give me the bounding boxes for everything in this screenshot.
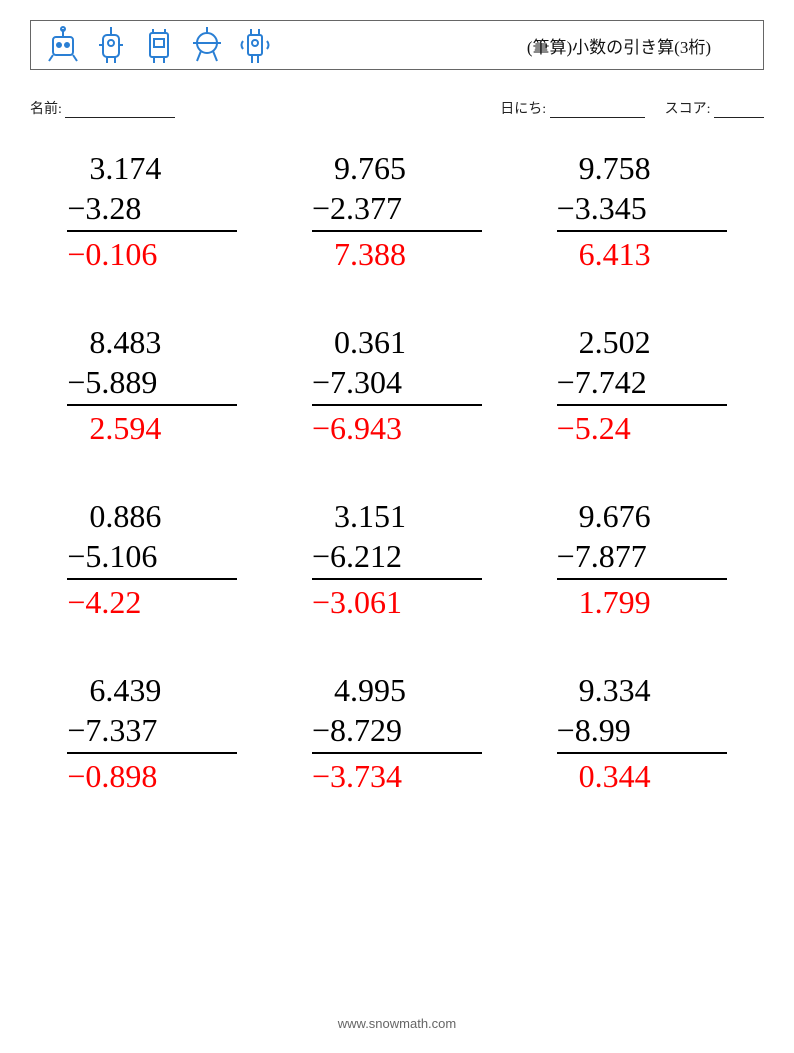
answer: −4.22 <box>67 580 237 622</box>
subtrahend: −6.212 <box>312 536 482 580</box>
answer: 1.799 <box>557 580 727 622</box>
answer: 2.594 <box>67 406 237 448</box>
footer-text: www.snowmath.com <box>0 1016 794 1031</box>
score-label: スコア: <box>665 102 711 117</box>
name-blank <box>65 103 175 118</box>
problem: 3.174−3.28−0.106 <box>67 148 237 274</box>
subtrahend: −3.345 <box>557 188 727 232</box>
subtrahend: −8.729 <box>312 710 482 754</box>
subtrahend: −3.28 <box>67 188 237 232</box>
minuend: 2.502 <box>557 322 727 362</box>
worksheet-page: (筆算)小数の引き算(3桁) 名前: 日にち: スコア: 3.174−3.28−… <box>0 0 794 1053</box>
problem: 8.483−5.8892.594 <box>67 322 237 448</box>
problem: 9.676−7.8771.799 <box>557 496 727 622</box>
answer: −0.898 <box>67 754 237 796</box>
subtrahend: −7.304 <box>312 362 482 406</box>
robot-icon <box>235 25 275 65</box>
subtrahend: −8.99 <box>557 710 727 754</box>
date-blank <box>550 103 645 118</box>
minuend: 3.151 <box>312 496 482 536</box>
header-bar: (筆算)小数の引き算(3桁) <box>30 20 764 70</box>
problem: 2.502−7.742−5.24 <box>557 322 727 448</box>
minuend: 0.886 <box>67 496 237 536</box>
minuend: 3.174 <box>67 148 237 188</box>
answer: 0.344 <box>557 754 727 796</box>
robot-icon <box>43 25 83 65</box>
name-label: 名前: <box>30 102 62 117</box>
date-field: 日にち: <box>500 98 644 118</box>
answer: −5.24 <box>557 406 727 448</box>
minuend: 4.995 <box>312 670 482 710</box>
answer: −3.734 <box>312 754 482 796</box>
robot-icon <box>139 25 179 65</box>
problems-grid: 3.174−3.28−0.1069.765−2.3777.3889.758−3.… <box>30 148 764 796</box>
subtrahend: −5.889 <box>67 362 237 406</box>
answer: −0.106 <box>67 232 237 274</box>
subtrahend: −7.742 <box>557 362 727 406</box>
score-blank <box>714 103 764 118</box>
worksheet-title: (筆算)小数の引き算(3桁) <box>527 33 751 58</box>
problem: 0.886−5.106−4.22 <box>67 496 237 622</box>
date-label: 日にち: <box>500 102 546 117</box>
minuend: 6.439 <box>67 670 237 710</box>
answer: −3.061 <box>312 580 482 622</box>
minuend: 9.334 <box>557 670 727 710</box>
problem: 4.995−8.729−3.734 <box>312 670 482 796</box>
minuend: 0.361 <box>312 322 482 362</box>
minuend: 8.483 <box>67 322 237 362</box>
subtrahend: −2.377 <box>312 188 482 232</box>
problem: 9.765−2.3777.388 <box>312 148 482 274</box>
robot-icon <box>187 25 227 65</box>
minuend: 9.765 <box>312 148 482 188</box>
minuend: 9.676 <box>557 496 727 536</box>
answer: 7.388 <box>312 232 482 274</box>
subtrahend: −5.106 <box>67 536 237 580</box>
answer: −6.943 <box>312 406 482 448</box>
problem: 9.334−8.990.344 <box>557 670 727 796</box>
subtrahend: −7.877 <box>557 536 727 580</box>
answer: 6.413 <box>557 232 727 274</box>
name-field: 名前: <box>30 98 500 118</box>
info-row: 名前: 日にち: スコア: <box>30 98 764 118</box>
subtrahend: −7.337 <box>67 710 237 754</box>
problem: 6.439−7.337−0.898 <box>67 670 237 796</box>
robot-icons <box>43 25 275 65</box>
score-field: スコア: <box>665 98 764 118</box>
problem: 3.151−6.212−3.061 <box>312 496 482 622</box>
minuend: 9.758 <box>557 148 727 188</box>
problem: 0.361−7.304−6.943 <box>312 322 482 448</box>
robot-icon <box>91 25 131 65</box>
problem: 9.758−3.3456.413 <box>557 148 727 274</box>
